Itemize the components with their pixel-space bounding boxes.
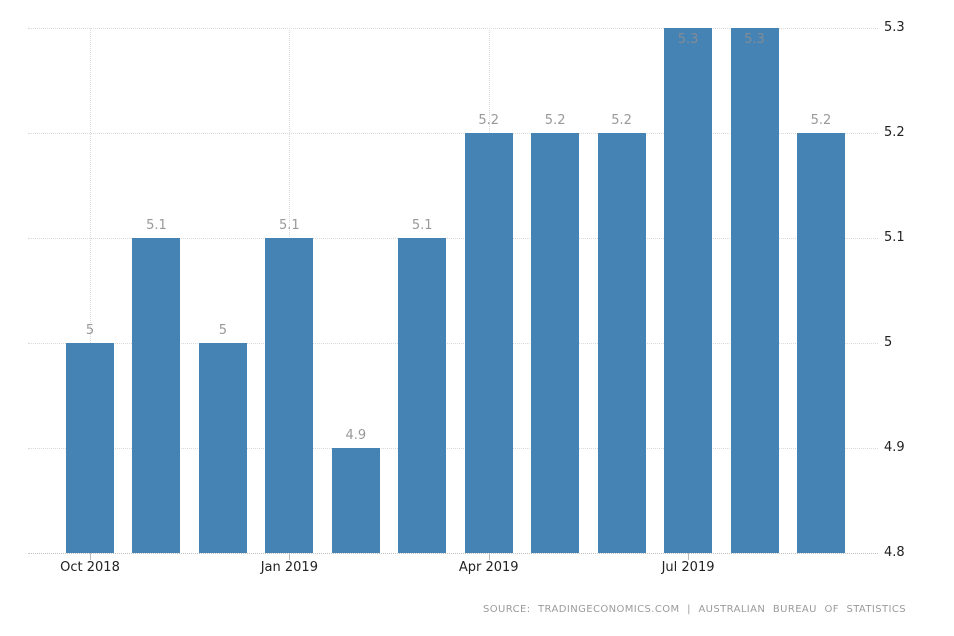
bar-value-label: 5.2 [810, 113, 832, 128]
bar-value-label: 5 [85, 323, 95, 338]
y-axis-tick-label: 5.1 [884, 230, 905, 245]
bar[interactable] [531, 133, 580, 553]
y-axis-tick-label: 5 [884, 335, 893, 350]
bar[interactable] [730, 28, 779, 553]
bar[interactable] [265, 238, 314, 553]
bar[interactable] [198, 343, 247, 553]
bar-value-label: 5.2 [611, 113, 632, 128]
x-axis-tick-label: Oct 2018 [60, 560, 120, 575]
bar[interactable] [331, 448, 380, 553]
source-attribution: SOURCE: TRADINGECONOMICS.COM | AUSTRALIA… [483, 604, 906, 615]
x-axis-tick-label: Jul 2019 [661, 560, 715, 575]
x-axis-tick-label: Apr 2019 [458, 560, 519, 575]
bar[interactable] [398, 238, 447, 553]
gridline-horizontal [28, 238, 878, 239]
bar[interactable] [464, 133, 513, 553]
gridline-horizontal [28, 133, 878, 134]
x-axis-tick-mark [488, 553, 490, 560]
y-axis-tick-label: 4.9 [884, 440, 905, 455]
bar-value-label: 5.2 [478, 113, 500, 128]
bar-value-label: 5.3 [677, 32, 699, 47]
y-axis-tick-label: 5.2 [884, 125, 905, 140]
x-axis-tick-mark [289, 553, 291, 560]
gridline-horizontal [28, 448, 878, 449]
bar-value-label: 4.9 [345, 428, 367, 443]
bar[interactable] [796, 133, 845, 553]
x-axis-line [28, 553, 878, 554]
x-axis-tick-mark [688, 553, 690, 560]
bar-value-label: 5 [218, 323, 228, 338]
bar[interactable] [132, 238, 181, 553]
bar-value-label: 5.1 [146, 218, 167, 233]
gridline-horizontal [28, 343, 878, 344]
bar-value-label: 5.1 [279, 218, 300, 233]
x-axis-tick-mark [90, 553, 91, 560]
gridline-vertical [90, 28, 91, 553]
y-axis-tick-label: 4.8 [884, 545, 905, 560]
bar-value-label: 5.1 [411, 218, 433, 233]
bar[interactable] [597, 133, 646, 553]
y-axis-tick-label: 5.3 [884, 20, 905, 35]
gridline-horizontal [28, 28, 878, 29]
bar-value-label: 5.3 [744, 32, 765, 47]
bar[interactable] [66, 343, 114, 553]
bar[interactable] [664, 28, 713, 553]
x-axis-tick-label: Jan 2019 [260, 560, 318, 575]
bar-value-label: 5.2 [544, 113, 566, 128]
